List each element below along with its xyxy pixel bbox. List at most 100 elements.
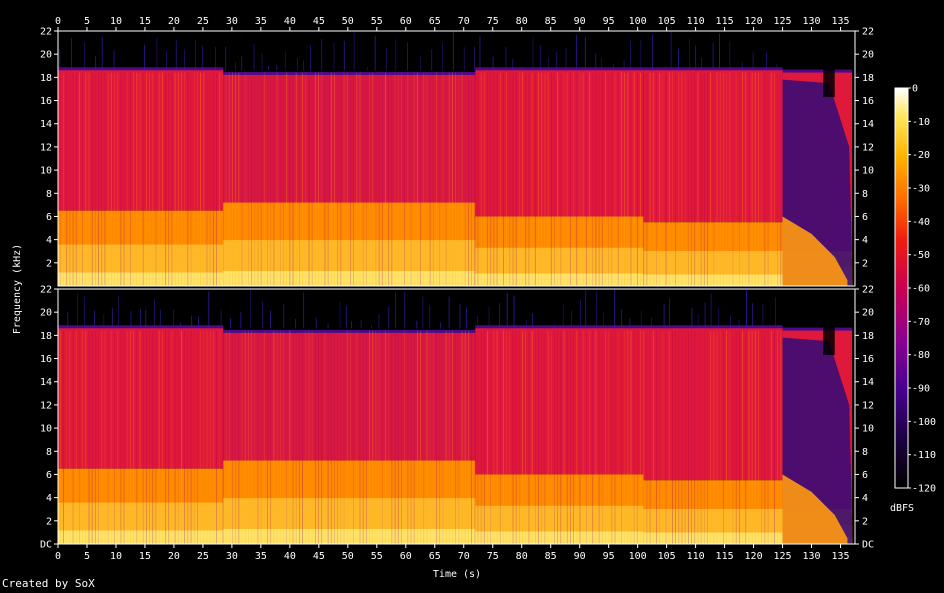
x-tick-label: 125 (774, 551, 792, 562)
bass-core (58, 272, 224, 286)
y-tick-label: 14 (862, 119, 874, 130)
x-tick-label: 0 (55, 16, 61, 27)
colorbar-scale (894, 87, 909, 489)
y-tick-label: 6 (46, 212, 52, 223)
spectral-region (223, 73, 476, 203)
x-tick-label: 135 (831, 16, 849, 27)
y-tick-label: 10 (862, 424, 874, 435)
x-tick-label: 75 (487, 16, 499, 27)
y-tick-label: 14 (862, 377, 874, 388)
x-tick-label: 55 (371, 16, 383, 27)
colorbar: 0 -10 -20 -30 -40 -50 -60 -70 -80 -90 -100 -110 -120… (890, 84, 936, 515)
y-tick-label: 22 (862, 285, 874, 296)
x-tick-label: 110 (687, 16, 705, 27)
y-tick-label: 16 (40, 354, 52, 365)
y-tick-label: 4 (862, 235, 868, 246)
y-tick-label: 20 (40, 50, 52, 61)
y-tick-label: 8 (862, 189, 868, 200)
y-tick-label: 16 (862, 354, 874, 365)
x-tick-label: 45 (313, 16, 325, 27)
spectrogram-channel-1 (57, 30, 856, 287)
x-tick-label: 130 (802, 16, 820, 27)
x-tick-label: 55 (371, 551, 383, 562)
x-tick-label: 20 (168, 16, 180, 27)
y-tick-label: 4 (46, 235, 52, 246)
y-tick-label: 2 (46, 516, 52, 527)
x-tick-label: 80 (516, 16, 528, 27)
lowpass-edge (223, 329, 476, 333)
x-tick-label: 90 (574, 16, 586, 27)
colorbar-tick-label: -110 (912, 450, 936, 461)
x-tick-label: 5 (84, 16, 90, 27)
x-tick-label: 0 (55, 551, 61, 562)
x-tick-label: 130 (802, 551, 820, 562)
y-tick-label: 18 (40, 73, 52, 84)
x-tick-label: 90 (574, 551, 586, 562)
x-tick-label: 105 (658, 551, 676, 562)
colorbar-tick-label: -10 (912, 117, 930, 128)
spectrogram-panels (57, 30, 856, 545)
bass-core (58, 530, 224, 544)
y-tick-label: 6 (46, 470, 52, 481)
x-tick-label: 5 (84, 551, 90, 562)
x-tick-label: 45 (313, 551, 325, 562)
x-tick-label: 100 (629, 551, 647, 562)
y-tick-label: 14 (40, 377, 52, 388)
lowpass-edge (782, 69, 853, 73)
x-tick-label: 120 (745, 16, 763, 27)
silence-gap (823, 326, 835, 356)
credit-text: Created by SoX (2, 577, 95, 590)
y-tick-label: DC (40, 540, 52, 551)
x-tick-label: 75 (487, 551, 499, 562)
colorbar-tick-label: -20 (912, 150, 930, 161)
y-tick-label: 6 (862, 212, 868, 223)
y-tick-label: 20 (862, 50, 874, 61)
lowpass-edge (782, 327, 853, 331)
x-tick-label: 95 (603, 551, 615, 562)
x-tick-label: 70 (458, 551, 470, 562)
y-tick-label: 2 (862, 516, 868, 527)
x-tick-label: 50 (342, 16, 354, 27)
y-tick-label: 14 (40, 119, 52, 130)
y-tick-label: 18 (862, 331, 874, 342)
colorbar-tick-label: -40 (912, 217, 930, 228)
y-tick-label: 4 (46, 493, 52, 504)
x-tick-label: 40 (284, 551, 296, 562)
y-axis-label: Frequency (kHz) (12, 244, 23, 334)
y-tick-label: 8 (862, 447, 868, 458)
lowpass-edge (223, 71, 476, 75)
y-tick-label: 22 (862, 27, 874, 38)
y-tick-label: 8 (46, 189, 52, 200)
lowpass-edge (475, 67, 644, 71)
y-tick-label: 18 (862, 73, 874, 84)
colorbar-label: dBFS (890, 503, 914, 514)
x-tick-label: 115 (716, 16, 734, 27)
plot-frame (57, 30, 856, 287)
x-tick-label: 120 (745, 551, 763, 562)
x-tick-label: 85 (545, 16, 557, 27)
x-tick-label: 115 (716, 551, 734, 562)
colorbar-tick-label: -60 (912, 284, 930, 295)
x-tick-label: 10 (110, 551, 122, 562)
lowpass-edge (475, 325, 644, 329)
colorbar-tick-label: -90 (912, 384, 930, 395)
y-tick-label: 2 (862, 258, 868, 269)
tail-low-band (782, 474, 848, 544)
x-tick-label: 35 (255, 16, 267, 27)
x-tick-label: 10 (110, 16, 122, 27)
x-tick-label: 65 (429, 16, 441, 27)
y-tick-label: 12 (40, 142, 52, 153)
lowpass-edge (643, 325, 783, 329)
x-tick-label: 60 (400, 551, 412, 562)
colorbar-tick-label: -30 (912, 184, 930, 195)
y-tick-label: 10 (40, 166, 52, 177)
x-tick-label: 30 (226, 16, 238, 27)
x-tick-label: 80 (516, 551, 528, 562)
bass-core (475, 273, 644, 286)
spectral-region (223, 331, 476, 461)
y-tick-label: 10 (862, 166, 874, 177)
y-tick-label: 6 (862, 470, 868, 481)
spectral-region (643, 69, 783, 223)
